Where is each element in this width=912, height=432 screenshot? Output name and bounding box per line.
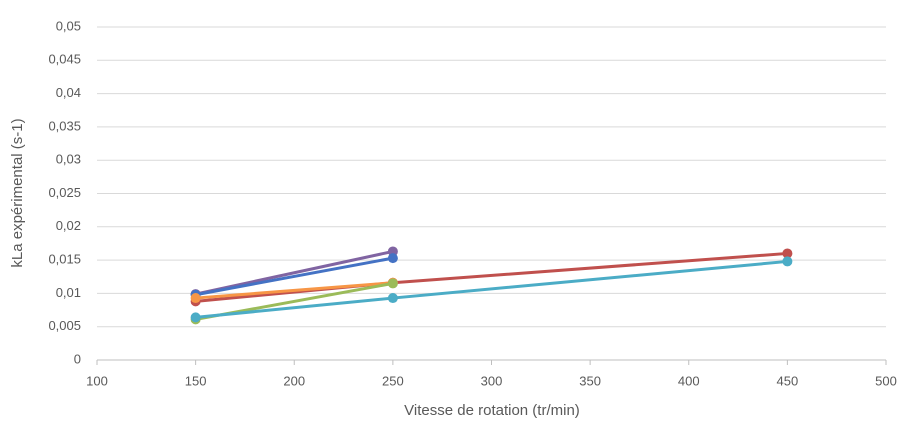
x-tick-label: 300	[481, 373, 503, 388]
data-point	[387, 293, 398, 304]
data-point	[190, 293, 201, 304]
data-point	[387, 278, 398, 289]
data-point	[190, 312, 201, 323]
series-line	[195, 259, 788, 319]
y-tick-label: 0,035	[48, 118, 81, 133]
x-axis-label: Vitesse de rotation (tr/min)	[404, 402, 580, 419]
series-line	[195, 256, 394, 297]
y-tick-label: 0,015	[48, 252, 81, 267]
series-line	[195, 281, 393, 300]
y-tick-label: 0,04	[56, 85, 81, 100]
y-tick-label: 0,005	[48, 318, 81, 333]
x-tick-label: 250	[382, 373, 404, 388]
y-tick-label: 0,05	[56, 18, 81, 33]
data-point	[782, 256, 793, 267]
y-axis-label: kLa expérimental (s-1)	[9, 118, 26, 267]
data-point	[387, 253, 398, 264]
x-tick-label: 400	[678, 373, 700, 388]
data-point	[782, 248, 793, 259]
x-tick-label: 450	[777, 373, 799, 388]
x-tick-label: 150	[185, 373, 207, 388]
y-tick-label: 0,025	[48, 185, 81, 200]
x-tick-label: 200	[283, 373, 305, 388]
series-line	[195, 249, 394, 296]
y-tick-label: 0,01	[56, 285, 81, 300]
y-tick-label: 0	[74, 351, 81, 366]
y-tick-label: 0,02	[56, 218, 81, 233]
x-tick-label: 100	[86, 373, 108, 388]
y-tick-label: 0,045	[48, 52, 81, 67]
y-tick-label: 0,03	[56, 152, 81, 167]
x-tick-label: 350	[579, 373, 601, 388]
x-tick-label: 500	[875, 373, 897, 388]
